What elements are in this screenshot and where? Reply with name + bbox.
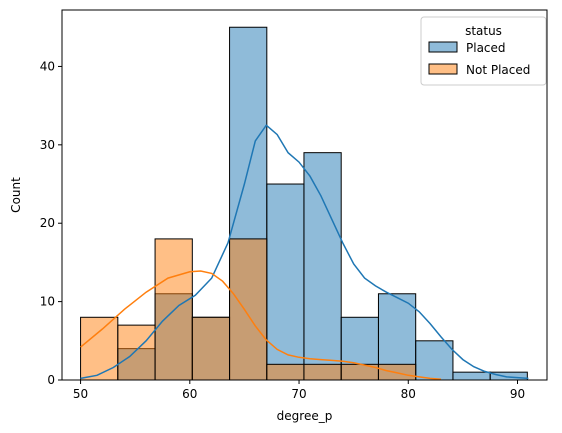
y-tick-label: 30 [40,138,55,152]
bar-placed-11 [452,371,491,381]
legend-swatch-placed [428,41,458,53]
bar-placed-7 [303,152,342,381]
kde-line-placed [80,124,529,380]
bar-placed-6 [266,183,305,381]
legend-swatch-not-placed [428,63,458,75]
x-tick-label: 70 [291,387,306,401]
bar-not-placed-5 [229,238,268,381]
x-tick-label: 90 [510,387,525,401]
not-placed-bars [80,238,417,381]
x-axis-ticks: 50 60 70 80 90 [73,380,525,401]
y-tick-label: 10 [40,295,55,309]
legend-title: status [465,24,502,38]
kde-curves [80,124,529,380]
y-tick-label: 20 [40,216,55,230]
y-axis-ticks: 0 10 20 30 40 [40,59,62,387]
bar-placed-10 [415,340,454,381]
bar-not-placed-6 [266,363,305,381]
x-tick-label: 80 [401,387,416,401]
bar-not-placed-2 [117,324,156,381]
bar-not-placed-7 [303,363,342,381]
x-tick-label: 60 [182,387,197,401]
y-tick-label: 40 [40,59,55,73]
bar-not-placed-1 [80,316,119,381]
legend-label-not-placed: Not Placed [466,63,530,77]
x-tick-label: 50 [73,387,88,401]
plot-frame [61,9,548,381]
bar-placed-12 [489,371,528,381]
legend-label-placed: Placed [466,41,506,55]
y-axis-label: Count [9,177,23,213]
y-tick-label: 0 [47,373,55,387]
x-axis-label: degree_p [277,409,333,423]
bar-not-placed-4 [191,316,231,381]
legend: status Placed Not Placed [420,16,547,86]
kde-line-not-placed [80,270,442,380]
